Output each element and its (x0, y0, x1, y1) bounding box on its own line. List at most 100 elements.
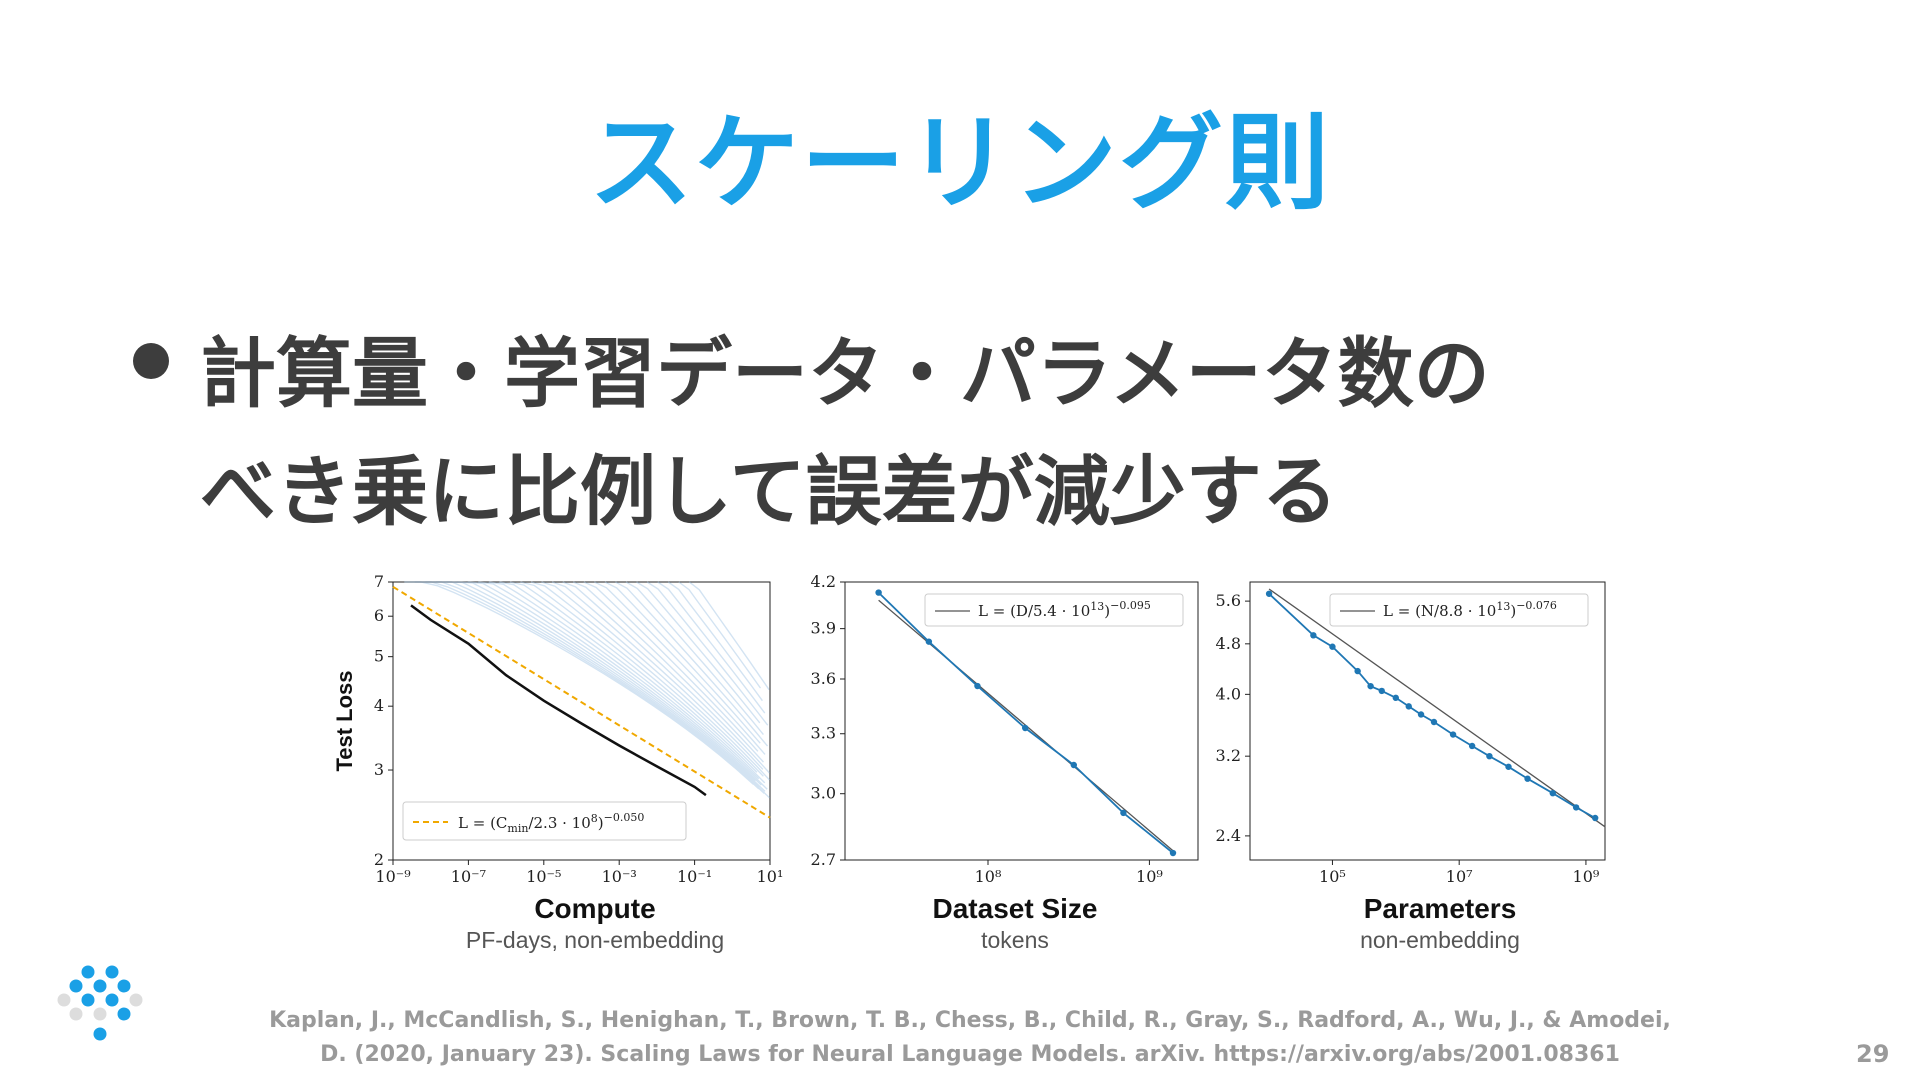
thin-curves (404, 581, 771, 799)
thin-curve (583, 581, 759, 752)
logo-dot (57, 993, 71, 1007)
compute-caption: Compute PF-days, non-embedding (385, 893, 805, 954)
logo-dot (105, 965, 119, 979)
data-point (1120, 809, 1127, 817)
parameters-caption: Parameters non-embedding (1230, 893, 1650, 954)
data-point (1392, 694, 1400, 702)
data-point (1265, 590, 1273, 597)
dataset-xsub: tokens (981, 927, 1049, 953)
thin-curve (488, 581, 768, 790)
thin-curve (414, 581, 760, 790)
thin-curve (646, 581, 769, 726)
thin-curve (657, 581, 766, 714)
data-point (1417, 711, 1425, 718)
data-point (875, 589, 882, 596)
slide-title: スケーリング則 (588, 102, 1331, 224)
y-tick-label: 7 (374, 572, 384, 591)
parameters-xlabel: Parameters (1363, 893, 1517, 924)
data-point (1329, 643, 1336, 650)
parameters-xsub: non-embedding (1360, 927, 1520, 953)
y-tick-label: 3.6 (811, 669, 836, 688)
data-point (1549, 789, 1556, 797)
parameters-chart: 10⁵ 10⁷ 10⁹ 2.4 3.2 4.0 4.8 5.6 L = (N/8.8 · 101… (1216, 581, 1606, 886)
thin-curve (404, 581, 754, 785)
logo-dot (93, 1007, 107, 1021)
logo-dot (117, 1007, 131, 1021)
data-line (1268, 593, 1596, 819)
thin-curve (625, 581, 764, 736)
citation-line1: Kaplan, J., McCandlish, S., Henighan, T.… (269, 1008, 1671, 1033)
fit-line (1268, 588, 1606, 828)
data-point (1430, 718, 1438, 726)
x-tick-label: 10⁷ (1446, 867, 1473, 886)
data-point (1405, 703, 1412, 710)
thin-curve (667, 581, 763, 702)
x-tick-label: 10⁻³ (602, 867, 637, 886)
dataset-xlabel: Dataset Size (932, 893, 1098, 924)
thin-curve (425, 581, 765, 794)
legend-box (924, 593, 1184, 627)
thin-curve (541, 581, 771, 781)
logo-dot (93, 979, 107, 993)
fit-line-compute (392, 585, 771, 819)
x-tick-label: 10⁹ (1136, 867, 1163, 886)
legend-text: L = (D/5.4 · 1013)−0.095 (978, 599, 1151, 620)
thin-curve (520, 581, 758, 773)
plot-frame (1249, 581, 1606, 861)
logo-dot (81, 993, 95, 1007)
data-point (1449, 731, 1457, 738)
y-tick-label: 3.9 (811, 619, 836, 638)
thin-curve (446, 581, 760, 788)
logo-dot (81, 965, 95, 979)
legend-box (402, 801, 687, 841)
y-axis-label: Test Loss (332, 670, 357, 771)
thin-curve (678, 581, 762, 689)
data-point (1310, 632, 1317, 639)
dataset-chart: 10⁸ 10⁹ 2.7 3.0 3.3 3.6 3.9 4.2 L = (D/5.4 · 101… (811, 572, 1199, 886)
y-tick-label: 5 (374, 647, 384, 666)
thin-curve (467, 581, 756, 782)
thin-curve (551, 581, 764, 770)
data-point (1524, 775, 1531, 782)
y-tick-label: 3.0 (811, 784, 836, 803)
frontier-line (410, 604, 707, 797)
logo-dot (129, 993, 143, 1007)
thin-curve (478, 581, 762, 786)
y-tick-label: 4.2 (811, 572, 836, 591)
bullet-dot (133, 343, 169, 379)
logo-dot (69, 1007, 83, 1021)
bullet-text-line1: 計算量・学習データ・パラメータ数の (200, 329, 1490, 418)
logo-dot (117, 979, 131, 993)
compute-xlabel: Compute (534, 893, 656, 924)
y-tick-label: 5.6 (1216, 591, 1241, 610)
thin-curve (499, 581, 760, 780)
y-tick-label: 3.3 (811, 724, 836, 743)
x-tick-label: 10⁵ (1319, 867, 1346, 886)
page-number: 29 (1856, 1040, 1890, 1068)
citation-line2: D. (2020, January 23). Scaling Laws for … (320, 1042, 1620, 1067)
data-point (1468, 742, 1476, 750)
data-point (1070, 761, 1077, 769)
data-point (1486, 752, 1493, 760)
data-point (1591, 814, 1599, 822)
logo-icon (57, 965, 143, 1041)
y-tick-label: 4 (374, 696, 384, 715)
data-point (1354, 667, 1361, 675)
thin-curve (688, 581, 770, 691)
x-tick-label: 10⁻⁵ (526, 867, 561, 886)
thin-curve (436, 581, 771, 799)
y-tick-label: 6 (374, 606, 384, 625)
thin-curve (457, 581, 766, 792)
logo-dot (69, 979, 83, 993)
data-point (1022, 724, 1029, 732)
x-tick-label: 10⁻¹ (677, 867, 712, 886)
thin-curve (509, 581, 766, 784)
thin-curve (562, 581, 771, 774)
thin-curve (604, 581, 761, 744)
compute-xsub: PF-days, non-embedding (465, 927, 725, 953)
x-tick-label: 10⁹ (1573, 867, 1600, 886)
legend-box (1329, 593, 1589, 627)
thin-curve (615, 581, 769, 747)
y-tick-label: 4.8 (1216, 634, 1241, 653)
bullet-text-line2: べき乗に比例して誤差が減少する (200, 447, 1338, 536)
